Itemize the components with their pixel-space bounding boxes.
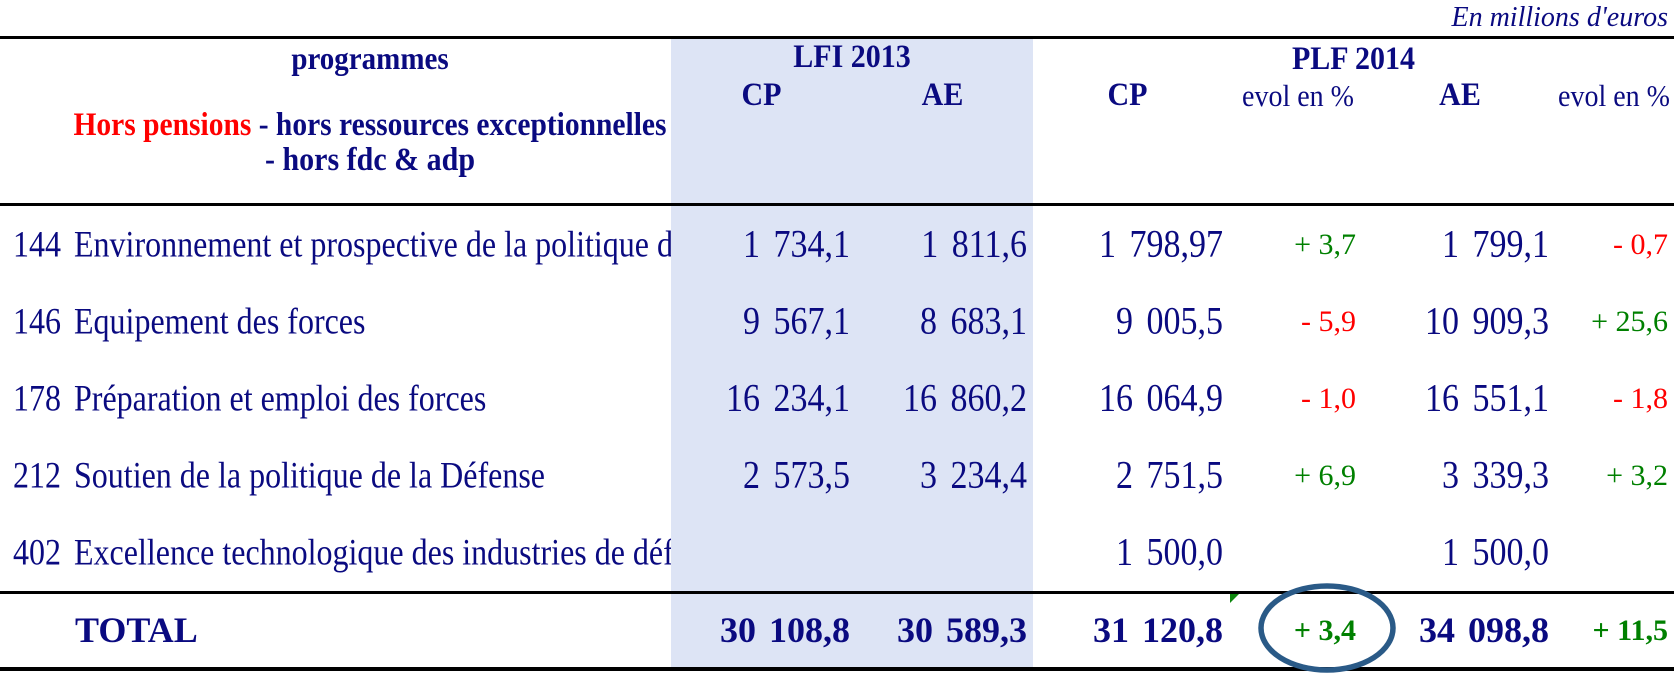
cell-lfi-cp: 16 234,1 [726, 377, 850, 420]
cell-plf-ae-evol: - 0,7 [1613, 228, 1668, 261]
row-code: 212 [13, 454, 61, 496]
cell-plf-cp-evol: + 6,9 [1294, 459, 1356, 492]
cell-lfi-ae: 16 860,2 [903, 377, 1027, 420]
cell-plf-ae-evol: + 25,6 [1591, 305, 1668, 338]
header-programmes: programmes [291, 41, 449, 77]
header-plf-ae: AE [1439, 76, 1481, 113]
table-top-border [0, 36, 1674, 39]
table-row: 178 Préparation et emploi des forces 16 … [0, 360, 1674, 437]
green-flag-triangle-icon [1230, 594, 1239, 603]
table-bottom-border [0, 667, 1674, 671]
header-group-lfi-2013: LFI 2013 [793, 38, 911, 75]
cell-plf-cp-evol: + 3,7 [1294, 228, 1356, 261]
header-hors-ressources: - hors ressources exceptionnelles [258, 107, 667, 143]
table-row: 402 Excellence technologique des industr… [0, 514, 1674, 591]
cell-plf-ae: 16 551,1 [1425, 377, 1549, 420]
cell-plf-ae: 1 500,0 [1442, 531, 1549, 574]
cell-plf-ae-evol: - 1,8 [1613, 382, 1668, 415]
cell-lfi-cp: 2 573,5 [743, 454, 850, 497]
cell-lfi-ae: 8 683,1 [920, 300, 1027, 343]
total-row: TOTAL 30 108,8 30 589,3 31 120,8 + 3,4 3… [0, 594, 1674, 667]
cell-plf-cp-evol: - 5,9 [1301, 305, 1356, 338]
cell-lfi-cp: 1 734,1 [743, 223, 850, 266]
row-label: Soutien de la politique de la Défense [74, 454, 545, 496]
row-code: 144 [13, 223, 61, 265]
total-top-border [0, 591, 1674, 594]
total-plf-ae-evol: + 11,5 [1592, 614, 1668, 647]
cell-plf-cp: 9 005,5 [1116, 300, 1223, 343]
cell-plf-cp: 1 500,0 [1116, 531, 1223, 574]
cell-plf-cp: 1 798,97 [1099, 223, 1223, 266]
cell-plf-cp-evol: - 1,0 [1301, 382, 1356, 415]
table-row: 144 Environnement et prospective de la p… [0, 206, 1674, 283]
row-code: 178 [13, 377, 61, 419]
total-lfi-ae: 30 589,3 [897, 610, 1027, 650]
total-label: TOTAL [75, 610, 198, 650]
cell-plf-ae: 1 799,1 [1442, 223, 1549, 266]
cell-lfi-ae: 1 811,6 [921, 223, 1027, 266]
cell-plf-ae: 10 909,3 [1425, 300, 1549, 343]
total-lfi-cp: 30 108,8 [720, 610, 850, 650]
total-plf-ae: 34 098,8 [1419, 610, 1549, 650]
header-plf-cp-evol: evol en % [1242, 79, 1354, 114]
header-hors-pensions: Hors pensions [73, 107, 252, 143]
cell-plf-ae-evol: + 3,2 [1606, 459, 1668, 492]
header-subtitle-line2: - hors fdc & adp [264, 141, 475, 178]
unit-note: En millions d'euros [1451, 2, 1668, 33]
cell-plf-cp: 2 751,5 [1116, 454, 1223, 497]
row-label: Excellence technologique des industries … [74, 531, 671, 573]
header-bottom-border [0, 203, 1674, 206]
total-plf-cp-evol: + 3,4 [1293, 614, 1356, 647]
row-label: Préparation et emploi des forces [74, 377, 487, 419]
cell-lfi-cp: 9 567,1 [743, 300, 850, 343]
table-row: 212 Soutien de la politique de la Défens… [0, 437, 1674, 514]
cell-lfi-ae: 3 234,4 [920, 454, 1027, 497]
header-subtitle-line1: Hors pensions - hors ressources exceptio… [0, 105, 740, 145]
highlight-ellipse-icon [1258, 583, 1396, 673]
row-label: Environnement et prospective de la polit… [74, 223, 671, 265]
table-row: 146 Equipement des forces 9 567,1 8 683,… [0, 283, 1674, 360]
row-label: Equipement des forces [74, 300, 366, 342]
row-code: 402 [13, 531, 61, 573]
row-code: 146 [13, 300, 61, 342]
cell-plf-cp: 16 064,9 [1099, 377, 1223, 420]
lfi-2013-highlight-band [671, 36, 1033, 671]
cell-plf-ae: 3 339,3 [1442, 454, 1549, 497]
header-plf-ae-evol: evol en % [1558, 79, 1670, 114]
header-group-plf-2014: PLF 2014 [1291, 40, 1416, 77]
total-plf-cp: 31 120,8 [1093, 610, 1223, 650]
header-plf-cp: CP [1107, 76, 1148, 113]
header-lfi-ae: AE [921, 76, 964, 113]
header-lfi-cp: CP [741, 76, 782, 113]
